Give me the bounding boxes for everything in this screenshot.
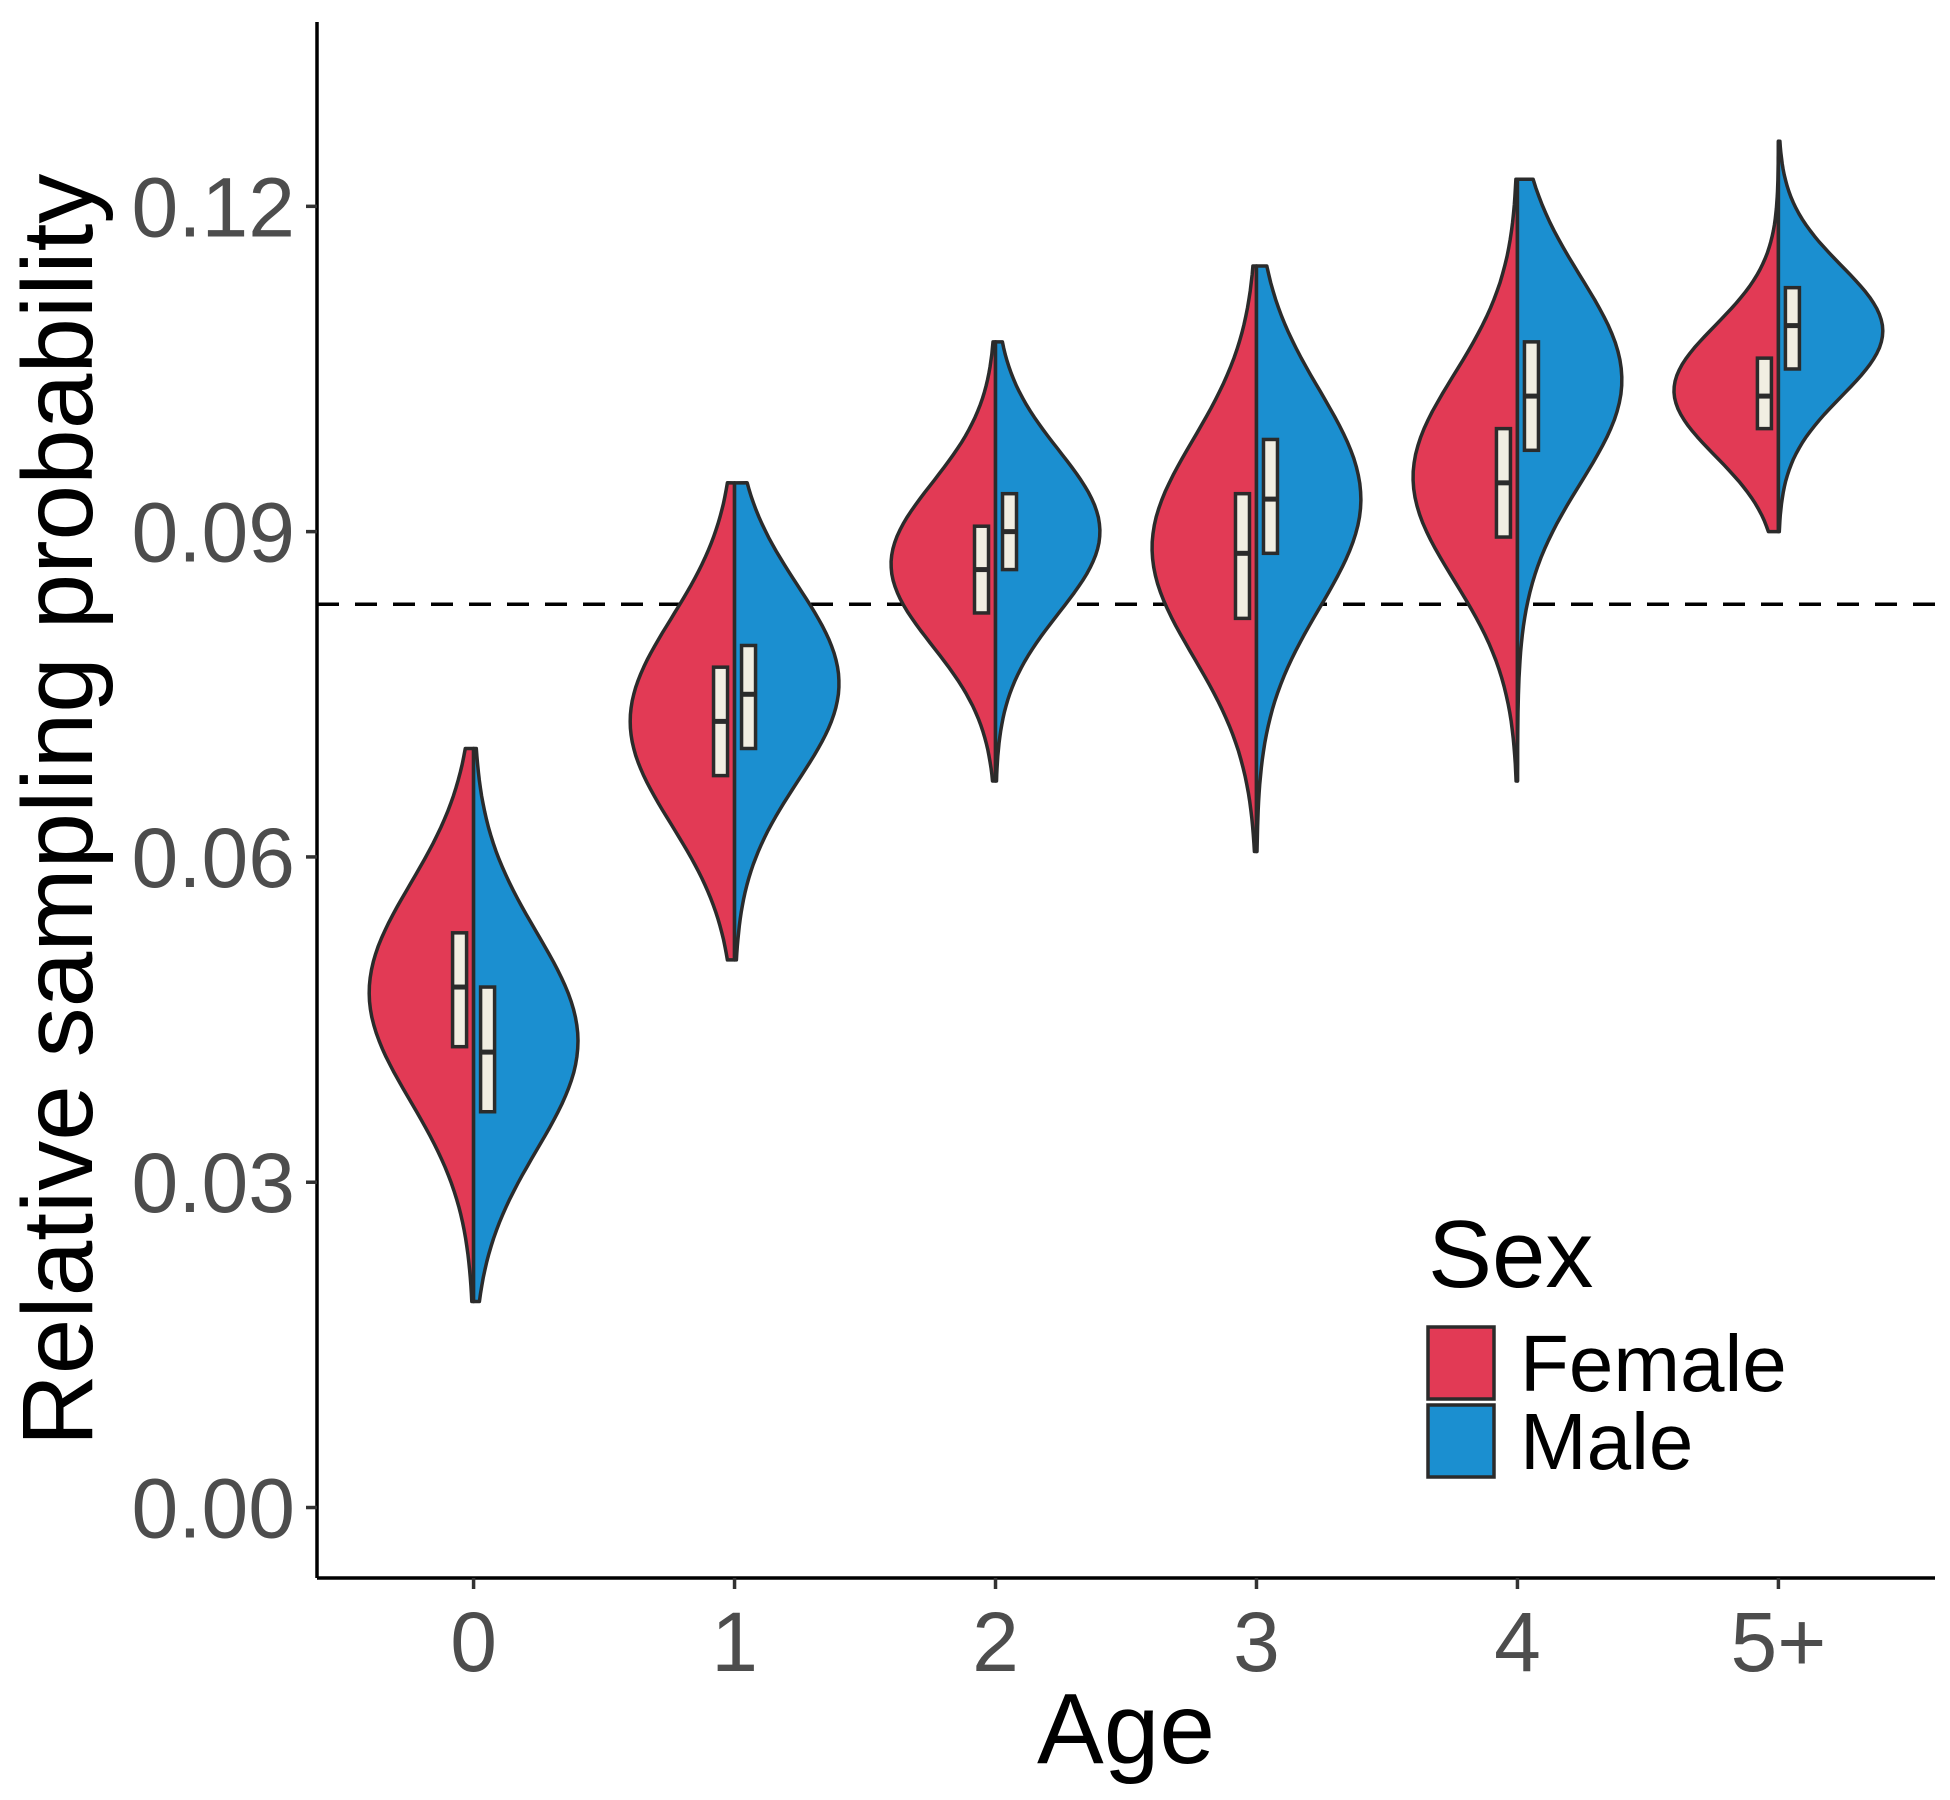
- x-tick-label: 0: [450, 1595, 497, 1689]
- x-tick-label: 5+: [1731, 1595, 1827, 1689]
- violin-female-age-2: [889, 340, 998, 783]
- x-tick-label: 2: [972, 1595, 1019, 1689]
- legend-title: Sex: [1428, 1201, 1593, 1308]
- violin-male-age-0: [471, 746, 580, 1304]
- legend: Sex Female Male: [1426, 1201, 1787, 1486]
- y-tick-label: 0.12: [132, 160, 296, 254]
- violin-male-age-4: [1515, 177, 1624, 783]
- y-tick-label: 0.00: [132, 1462, 296, 1556]
- violin-female-age-3: [1150, 264, 1259, 854]
- violin-male-age-3: [1254, 264, 1363, 854]
- x-tick-label: 4: [1494, 1595, 1541, 1689]
- y-axis-title: Relative sampling probability: [2, 174, 114, 1447]
- box-female-age-5+: [1755, 356, 1774, 431]
- axes: 0.00 0.03 0.06 0.09 0.12 0 1 2 3 4 5+: [132, 22, 1935, 1689]
- violin-female-age-1: [628, 481, 737, 962]
- box-male-age-5+: [1783, 285, 1802, 371]
- y-tick-label: 0.03: [132, 1136, 296, 1230]
- violin-male-age-5+: [1776, 139, 1885, 534]
- y-tick-label: 0.06: [132, 811, 296, 905]
- violin-female-age-4: [1411, 177, 1520, 783]
- violin-layer: [367, 139, 1885, 1304]
- violin-female-age-0: [367, 746, 476, 1304]
- box-female-age-0: [450, 931, 469, 1049]
- x-tick-label: 1: [711, 1595, 758, 1689]
- box-male-age-1: [739, 643, 758, 751]
- legend-key-female: [1426, 1325, 1496, 1401]
- legend-label-male: Male: [1520, 1397, 1693, 1486]
- legend-key-male: [1426, 1403, 1496, 1479]
- box-male-age-3: [1261, 437, 1280, 556]
- box-male-age-0: [478, 985, 497, 1114]
- x-tick-label: 3: [1233, 1595, 1280, 1689]
- violin-male-age-1: [732, 481, 841, 962]
- violin-male-age-2: [993, 340, 1102, 783]
- x-axis-title: Age: [1037, 1673, 1215, 1785]
- legend-label-female: Female: [1520, 1319, 1787, 1408]
- box-female-age-3: [1233, 491, 1252, 621]
- y-tick-label: 0.09: [132, 486, 296, 580]
